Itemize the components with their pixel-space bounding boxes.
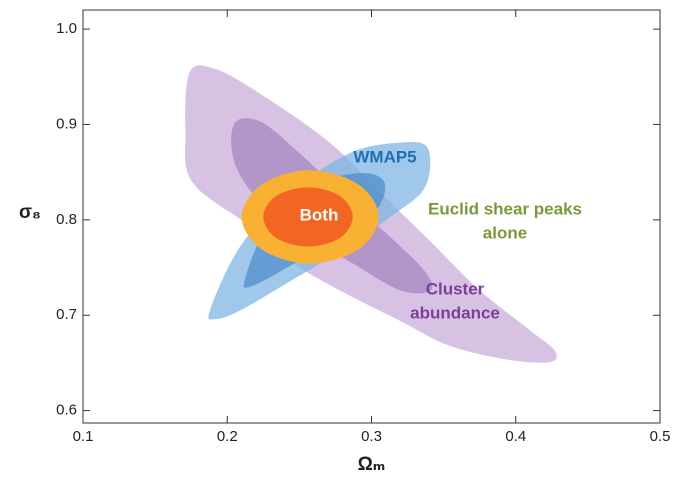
annotation: WMAP5 [353,147,416,166]
x-tick-label: 0.2 [217,428,238,445]
y-tick-label: 1.0 [56,20,77,37]
x-tick-label: 0.5 [650,428,671,445]
x-tick-label: 0.4 [505,428,526,445]
y-tick-label: 0.7 [56,306,77,323]
x-tick-label: 0.3 [361,428,382,445]
y-tick-label: 0.8 [56,211,77,228]
annotation: Euclid shear peaks [428,199,582,218]
annotation: Both [300,205,339,224]
annotation: alone [483,223,527,242]
annotation: Cluster [426,279,485,298]
x-axis-label: Ωₘ [358,454,386,475]
contour-region [263,187,353,247]
y-axis-label: σ₈ [19,202,41,223]
x-tick-label: 0.1 [73,428,94,445]
y-tick-label: 0.9 [56,115,77,132]
y-tick-label: 0.6 [56,402,77,419]
annotation: abundance [410,303,500,322]
